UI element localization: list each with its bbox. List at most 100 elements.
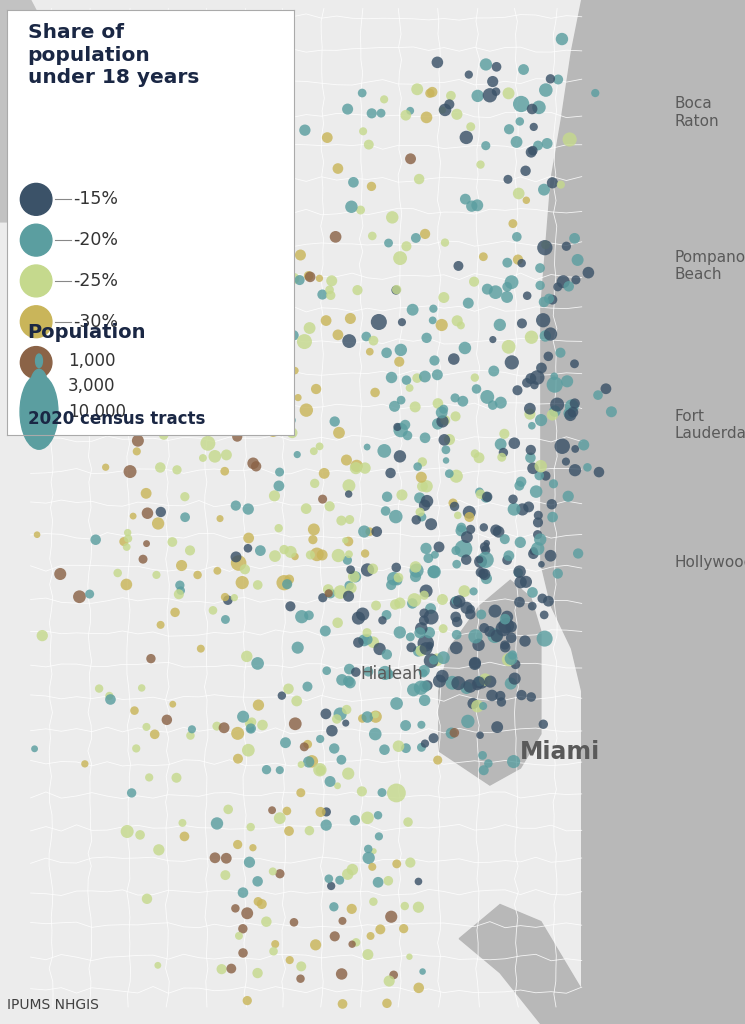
Point [432,416,444,432]
Point [295,757,307,773]
Point [475,553,486,569]
Point [320,804,332,820]
Point [171,770,183,786]
Point [527,585,539,601]
Point [501,279,513,295]
Point [134,826,146,843]
Point [152,515,164,531]
Point [323,585,335,601]
Ellipse shape [20,346,52,379]
Point [501,617,513,634]
Point [336,672,348,688]
Point [443,431,455,447]
Point [230,498,242,514]
Point [449,390,461,407]
Point [411,81,423,97]
Point [472,88,484,104]
Point [474,483,486,500]
Point [212,261,224,278]
Point [474,673,486,689]
Point [222,801,234,817]
Point [324,773,336,790]
Point [499,637,511,653]
Point [274,810,286,826]
Point [572,546,584,562]
Point [261,762,273,778]
Point [192,335,204,351]
Point [606,403,618,420]
Point [428,730,440,746]
Point [252,108,264,124]
Point [423,625,435,641]
Point [109,391,121,408]
Point [273,259,285,275]
Point [361,632,373,648]
Point [374,641,386,657]
Point [109,417,121,433]
Point [342,101,354,118]
Point [418,612,430,629]
Point [560,238,572,254]
Point [241,905,253,922]
Point [264,362,276,379]
Point [332,614,343,631]
Point [237,709,249,725]
Point [478,762,489,778]
Point [154,460,166,476]
Point [298,738,310,755]
Point [323,870,335,887]
Point [546,175,558,191]
Point [209,449,221,465]
Point [473,450,485,466]
Point [32,248,44,264]
Point [411,370,423,386]
Point [142,236,154,252]
Point [450,595,462,611]
Point [150,566,162,583]
Point [370,726,381,742]
Point [536,590,548,606]
Point [362,841,374,857]
Point [195,640,207,656]
Point [144,295,156,311]
Point [521,375,533,391]
Point [404,380,416,396]
Point [300,501,312,517]
Point [390,695,402,712]
Point [295,958,307,975]
Point [460,552,472,568]
Point [219,867,231,884]
Point [383,667,395,683]
Point [340,452,352,468]
Point [364,928,376,944]
Point [278,574,290,591]
Point [302,678,314,694]
Point [357,606,369,623]
Point [473,674,485,690]
Point [535,412,547,428]
Point [167,696,179,713]
Point [343,578,355,594]
Point [416,717,428,733]
Point [552,72,564,88]
Point [153,313,165,330]
Point [557,438,568,455]
Point [440,412,451,428]
Point [391,856,403,872]
Point [413,980,425,996]
Point [137,551,149,567]
Point [332,327,344,343]
Point [232,725,244,741]
Point [413,171,425,187]
Point [232,113,244,129]
Point [393,353,405,370]
Point [332,161,344,177]
Point [141,719,153,735]
Point [432,752,444,768]
Point [401,238,413,254]
Point [399,717,411,733]
Point [256,717,268,733]
Point [77,250,89,266]
Point [429,547,441,563]
Point [496,450,508,466]
